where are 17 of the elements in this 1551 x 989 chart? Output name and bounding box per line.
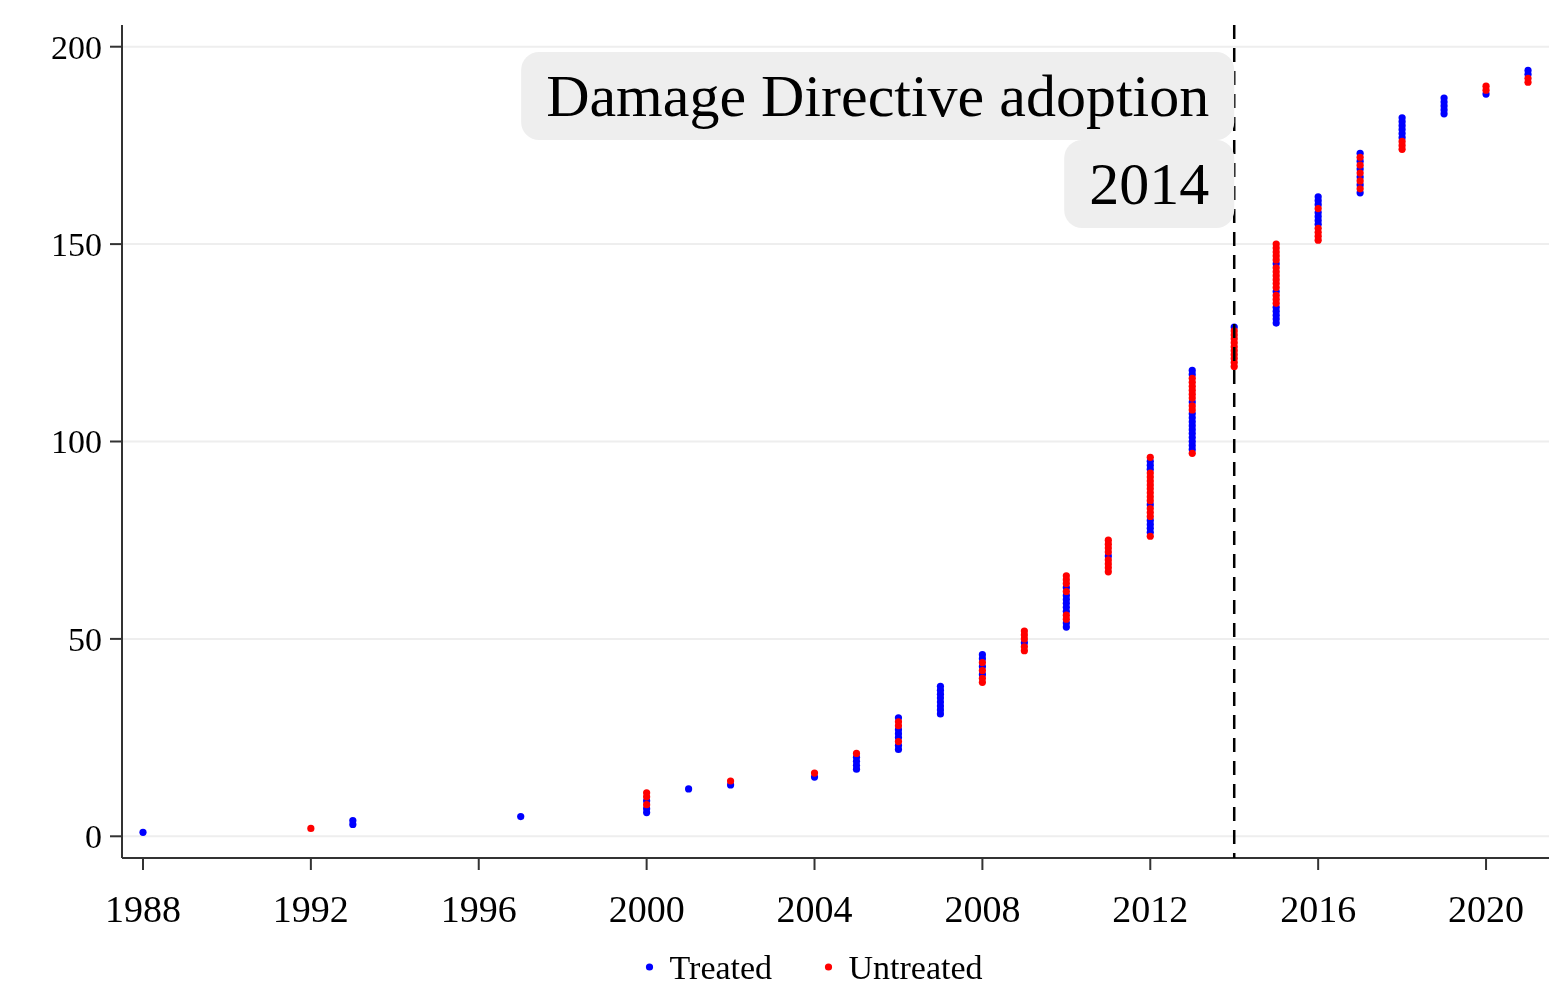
legend-label: Treated bbox=[669, 949, 773, 986]
x-tick-label: 2004 bbox=[776, 888, 853, 930]
x-tick-label: 2020 bbox=[1448, 888, 1525, 930]
y-tick-label: 200 bbox=[51, 28, 102, 66]
x-tick-label: 2000 bbox=[608, 888, 685, 930]
y-tick-label: 0 bbox=[85, 818, 102, 856]
x-tick-label: 1996 bbox=[440, 888, 517, 930]
x-tick-label: 1992 bbox=[272, 888, 349, 930]
ref-line-label: Damage Directive adoption 2014 bbox=[546, 63, 1210, 217]
x-tick-label: 2016 bbox=[1280, 888, 1357, 930]
x-tick-label: 2012 bbox=[1112, 888, 1189, 930]
legend-label: Untreated bbox=[848, 949, 983, 986]
y-tick-label: 50 bbox=[68, 620, 102, 658]
x-tick-label: 2008 bbox=[944, 888, 1021, 930]
y-tick-label: 100 bbox=[51, 423, 102, 461]
x-tick-label: 1988 bbox=[104, 888, 181, 930]
y-tick-label: 150 bbox=[51, 226, 102, 264]
